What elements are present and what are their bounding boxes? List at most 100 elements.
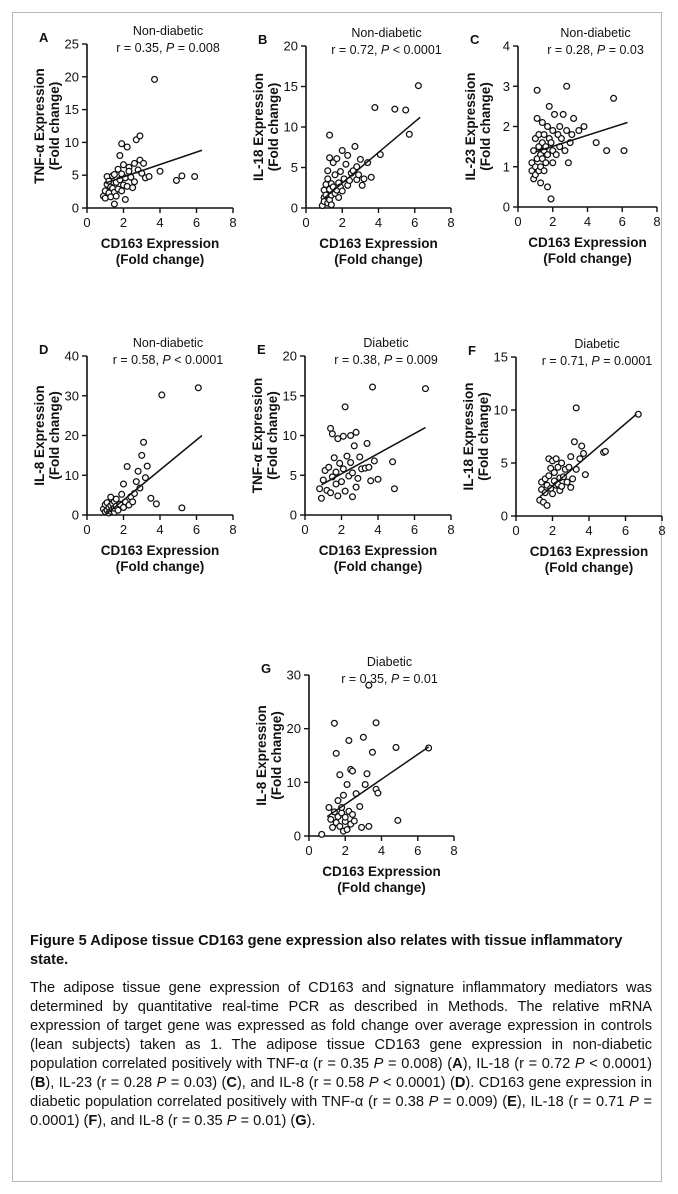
data-point (563, 126, 571, 135)
data-point (337, 478, 346, 486)
data-point (540, 167, 548, 175)
data-point (371, 104, 379, 112)
data-point (112, 495, 120, 503)
y-axis-label: IL-8 Expression (254, 705, 269, 806)
x-tick-label: 0 (83, 522, 90, 537)
x-axis-label-unit: (Fold change) (543, 251, 632, 266)
x-axis-label: CD163 Expression (319, 543, 438, 558)
x-tick-label: 0 (512, 523, 519, 538)
data-point (145, 172, 153, 181)
data-point (330, 719, 338, 727)
data-point (547, 464, 555, 472)
scatter-panel-a: 0 5 10 15 20 25 0 2 4 6 8 A Non-diabetic r = 0.35, P … (32, 24, 237, 267)
data-point (339, 465, 347, 473)
stat-p-symbol: P (381, 43, 390, 57)
data-point (363, 770, 371, 778)
stat-p: < 0.0001 (171, 353, 224, 367)
data-point (119, 480, 128, 488)
stat-p: = 0.009 (392, 353, 438, 367)
y-axis-label: IL-18 Expression (251, 73, 266, 181)
data-point (559, 110, 567, 118)
x-tick-label: 4 (584, 214, 591, 229)
panel-title: Non-diabetic (351, 26, 421, 40)
regression-line (326, 746, 430, 818)
x-tick-label: 0 (83, 215, 90, 230)
data-point (151, 75, 159, 83)
data-point (547, 139, 555, 147)
correlation-stats: r = 0.58, P < 0.0001 (113, 353, 224, 367)
y-axis-label-unit: (Fold change) (478, 82, 493, 171)
caption-text-run: ). (306, 1113, 316, 1129)
stat-p: = 0.03 (605, 43, 644, 57)
data-point (563, 478, 571, 486)
data-point (542, 159, 550, 167)
data-point (348, 811, 357, 819)
panel-title: Non-diabetic (133, 336, 203, 350)
x-tick-label: 4 (378, 843, 385, 858)
data-point (342, 160, 350, 168)
y-tick-label: 25 (65, 37, 79, 52)
data-point (335, 193, 343, 201)
y-tick-label: 40 (65, 349, 79, 364)
data-point (367, 173, 375, 181)
data-point (338, 146, 346, 155)
caption-text-run: ), IL-18 (r = 0.72 (462, 1056, 575, 1072)
data-point (178, 504, 186, 512)
data-point (130, 159, 138, 167)
x-tick-label: 4 (375, 215, 382, 230)
x-tick-label: 2 (549, 523, 556, 538)
data-point (569, 475, 577, 483)
y-tick-label: 20 (283, 349, 297, 364)
panel-reference: B (34, 1075, 46, 1091)
data-point (620, 147, 628, 155)
x-tick-label: 4 (156, 215, 163, 230)
data-point (350, 442, 358, 450)
y-axis-label: IL-23 Expression (463, 72, 478, 180)
correlation-stats: r = 0.71, P = 0.0001 (542, 354, 653, 368)
data-point (347, 459, 355, 467)
data-point (537, 179, 545, 187)
data-point (558, 459, 566, 467)
data-point (544, 183, 552, 191)
panel-reference: C (226, 1075, 237, 1091)
data-point (136, 132, 144, 140)
panel-reference: D (454, 1075, 466, 1091)
data-point (336, 771, 344, 779)
data-point (545, 472, 553, 480)
data-point (352, 483, 360, 491)
data-point (141, 474, 149, 482)
data-point (550, 469, 558, 477)
x-tick-label: 4 (585, 523, 592, 538)
data-point (533, 114, 541, 122)
data-point (390, 485, 398, 493)
y-axis-label: IL-8 Expression (32, 385, 47, 486)
data-point (372, 719, 380, 727)
data-point (394, 816, 402, 824)
scatter-panel-e: 0 5 10 15 20 0 2 4 6 8 E Diabetic r = 0.38, P = 0.00… (250, 336, 455, 574)
y-tick-label: 0 (290, 508, 297, 523)
data-point (118, 490, 126, 498)
data-point (572, 404, 580, 412)
stat-p: < 0.0001 (389, 43, 442, 57)
data-point (129, 498, 137, 506)
y-tick-label: 10 (284, 120, 298, 135)
x-axis-label: CD163 Expression (530, 544, 649, 559)
stat-r: r = 0.28, (547, 43, 597, 57)
y-tick-label: 30 (287, 668, 301, 683)
data-point (567, 483, 575, 491)
panel-title: Non-diabetic (560, 26, 630, 40)
figure-caption: Figure 5 Adipose tissue CD163 gene expre… (30, 932, 652, 1131)
caption-text-run: ), IL-23 (r = 0.28 (45, 1075, 157, 1091)
data-point (557, 135, 565, 143)
correlation-stats: r = 0.35, P = 0.008 (116, 41, 220, 55)
stat-p-symbol: P (597, 43, 606, 57)
y-tick-label: 10 (287, 775, 301, 790)
data-point (581, 471, 589, 479)
data-point (414, 82, 422, 90)
caption-text-run: < 0.0001) ( (30, 1056, 652, 1091)
data-point (368, 748, 376, 756)
x-tick-label: 0 (302, 215, 309, 230)
x-axis-label-unit: (Fold change) (116, 559, 205, 574)
data-point (334, 492, 342, 500)
data-point (343, 452, 351, 460)
